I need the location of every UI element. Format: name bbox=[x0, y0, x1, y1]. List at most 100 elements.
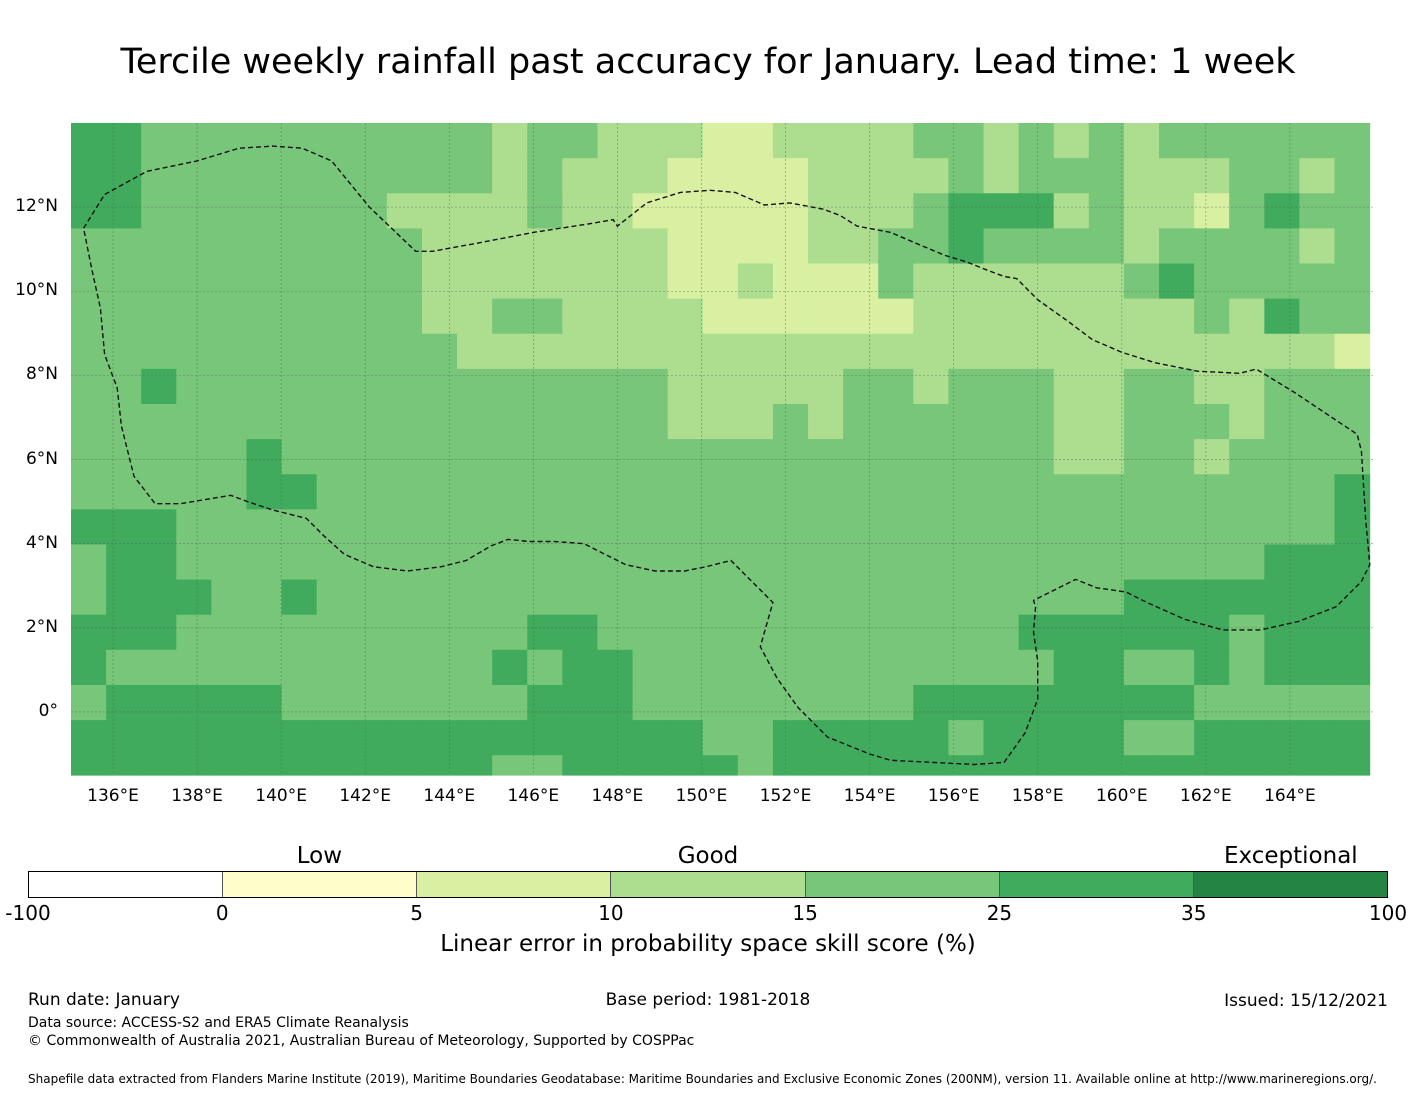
lon-tick-label: 154°E bbox=[843, 786, 896, 806]
colorbar-tick-label: -100 bbox=[5, 901, 51, 925]
skill-cell bbox=[702, 579, 739, 616]
skill-cell bbox=[878, 333, 914, 370]
skill-cell bbox=[1123, 579, 1160, 616]
skill-cell bbox=[702, 263, 739, 300]
skill-cell bbox=[562, 193, 599, 229]
skill-cell bbox=[211, 684, 248, 721]
skill-cell bbox=[527, 123, 563, 159]
skill-cell bbox=[913, 158, 950, 194]
skill-cell bbox=[106, 614, 142, 651]
skill-cell bbox=[1088, 228, 1125, 265]
skill-cell bbox=[667, 403, 704, 440]
skill-cell bbox=[351, 614, 388, 651]
skill-cell bbox=[421, 193, 458, 229]
skill-cell bbox=[1299, 403, 1336, 440]
skill-cell bbox=[1159, 193, 1195, 229]
data-source: Data source: ACCESS-S2 and ERA5 Climate … bbox=[28, 1015, 409, 1031]
skill-cell bbox=[1229, 368, 1265, 405]
skill-cell bbox=[71, 368, 107, 405]
skill-cell bbox=[878, 263, 914, 300]
skill-cell bbox=[176, 720, 212, 756]
skill-cell bbox=[562, 228, 599, 265]
skill-cell bbox=[71, 228, 107, 265]
skill-cell bbox=[527, 158, 563, 194]
skill-cell bbox=[878, 755, 914, 776]
skill-cell bbox=[1299, 649, 1336, 686]
skill-cell bbox=[1334, 123, 1371, 159]
skill-cell bbox=[1229, 649, 1265, 686]
skill-cell bbox=[702, 123, 739, 159]
skill-cell bbox=[1194, 474, 1230, 510]
skill-cell bbox=[948, 720, 985, 756]
skill-cell bbox=[527, 368, 563, 405]
skill-cell bbox=[106, 579, 142, 616]
eez-boundary bbox=[82, 145, 1371, 766]
skill-cell bbox=[562, 614, 599, 651]
skill-cell bbox=[1299, 193, 1336, 229]
run-date: Run date: January bbox=[28, 990, 180, 1010]
skill-cell bbox=[562, 333, 599, 370]
skill-cell bbox=[737, 123, 774, 159]
skill-cell bbox=[141, 158, 177, 194]
skill-cell bbox=[1088, 684, 1125, 721]
skill-cell bbox=[983, 509, 1020, 546]
skill-cell bbox=[808, 298, 844, 335]
skill-cell bbox=[421, 614, 458, 651]
skill-cell bbox=[1264, 509, 1300, 546]
skill-cell bbox=[211, 720, 248, 756]
skill-cell bbox=[1264, 474, 1300, 510]
lat-tick-label: 2°N bbox=[25, 616, 58, 637]
skill-cell bbox=[1123, 193, 1160, 229]
skill-cell bbox=[1334, 755, 1371, 776]
skill-cell bbox=[878, 684, 914, 721]
skill-cell bbox=[1229, 579, 1265, 616]
skill-cell bbox=[211, 579, 248, 616]
lat-tick-label: 12°N bbox=[15, 196, 58, 217]
skill-cell bbox=[808, 228, 844, 265]
skill-cell bbox=[1018, 123, 1055, 159]
skill-cell bbox=[1018, 298, 1055, 335]
skill-cell bbox=[983, 684, 1020, 721]
skill-cell bbox=[702, 403, 739, 440]
skill-cell bbox=[597, 649, 634, 686]
lon-tick-label: 142°E bbox=[339, 786, 392, 806]
skill-cell bbox=[1088, 263, 1125, 300]
skill-cell bbox=[983, 403, 1020, 440]
skill-cell bbox=[843, 614, 879, 651]
skill-cell bbox=[632, 544, 669, 581]
skill-cell bbox=[772, 474, 809, 510]
skill-cell bbox=[316, 720, 353, 756]
skill-cell bbox=[386, 544, 423, 581]
skill-cell bbox=[702, 684, 739, 721]
colorbar bbox=[28, 871, 1388, 898]
skill-cell bbox=[1053, 228, 1090, 265]
skill-cell bbox=[492, 544, 528, 581]
skill-cell bbox=[843, 544, 879, 581]
skill-cell bbox=[1123, 544, 1160, 581]
skill-cell bbox=[1088, 474, 1125, 510]
colorbar-segment bbox=[1193, 872, 1387, 897]
skill-cell bbox=[71, 614, 107, 651]
skill-cell bbox=[457, 649, 493, 686]
skill-cell bbox=[1053, 544, 1090, 581]
skill-cell bbox=[527, 544, 563, 581]
skill-cell bbox=[667, 649, 704, 686]
skill-cell bbox=[1123, 684, 1160, 721]
skill-cell bbox=[983, 755, 1020, 776]
lon-tick-label: 162°E bbox=[1180, 786, 1232, 806]
skill-cell bbox=[1229, 403, 1265, 440]
skill-cell bbox=[632, 263, 669, 300]
skill-cell bbox=[737, 649, 774, 686]
skill-cell bbox=[211, 403, 248, 440]
skill-cell bbox=[527, 614, 563, 651]
skill-cell bbox=[281, 720, 318, 756]
skill-cell bbox=[316, 579, 353, 616]
skill-cell bbox=[772, 193, 809, 229]
skill-cell bbox=[1229, 123, 1265, 159]
lon-tick-label: 150°E bbox=[675, 786, 728, 806]
skill-cell bbox=[106, 333, 142, 370]
skill-cell bbox=[527, 720, 563, 756]
skill-cell bbox=[1159, 368, 1195, 405]
skill-cell bbox=[457, 614, 493, 651]
shapefile-credit: Shapefile data extracted from Flanders M… bbox=[28, 1072, 1377, 1086]
